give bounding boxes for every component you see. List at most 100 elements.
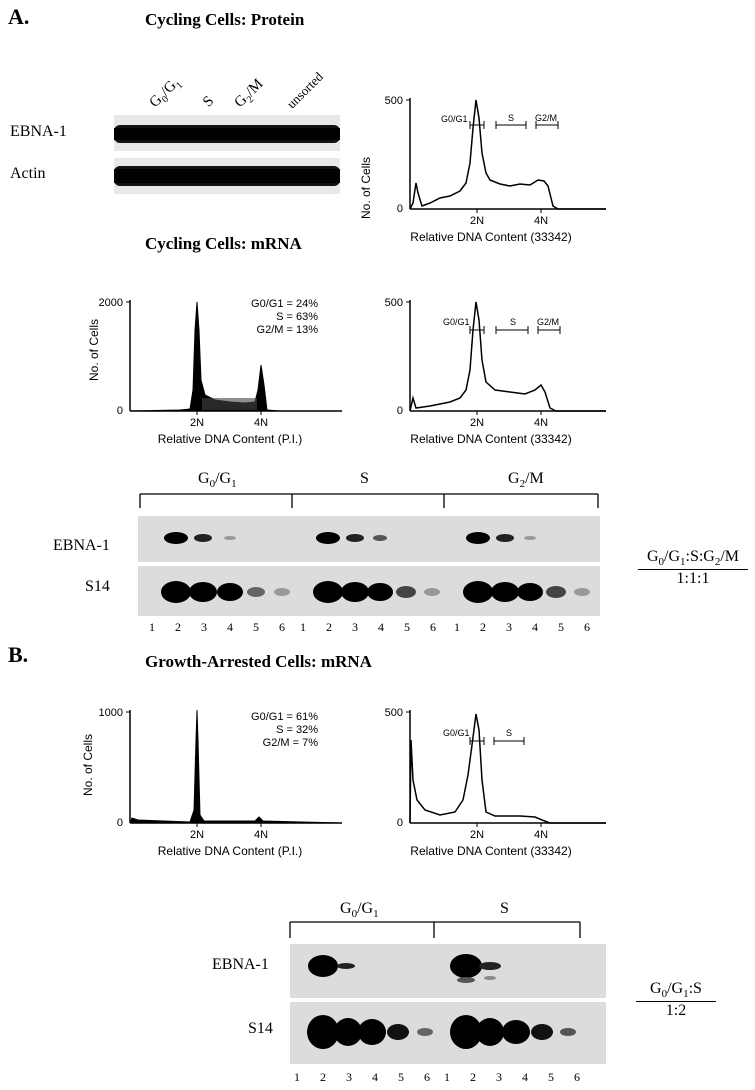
lane-number: 5 bbox=[558, 620, 564, 634]
lane-header-unsorted: unsorted bbox=[283, 69, 326, 112]
lane-number: 1 bbox=[149, 620, 155, 634]
lane-number: 3 bbox=[201, 620, 207, 634]
x-tick-2n: 2N bbox=[470, 215, 484, 227]
gate-label-g0g1: G0/G1 bbox=[443, 728, 470, 738]
y-tick-min: 0 bbox=[117, 817, 123, 829]
panel-a-label: A. bbox=[8, 4, 30, 29]
lane-number: 6 bbox=[574, 1070, 580, 1084]
northern-a-lane-numbers: 1 2 3 4 5 6 1 2 3 4 5 6 1 2 3 4 5 6 bbox=[145, 620, 605, 636]
stat-g0g1: G0/G1 = 24% bbox=[251, 298, 318, 310]
lane-number: 1 bbox=[454, 620, 460, 634]
x-tick-2n: 2N bbox=[470, 417, 484, 429]
lane-number: 4 bbox=[227, 620, 233, 634]
growth-arrested-title: Growth-Arrested Cells: mRNA bbox=[145, 652, 372, 671]
stat-s: S = 63% bbox=[276, 311, 318, 323]
lane-number: 3 bbox=[506, 620, 512, 634]
y-axis-label: No. of Cells bbox=[81, 734, 95, 796]
lane-number: 5 bbox=[398, 1070, 404, 1084]
ratio-a-bottom: 1:1:1 bbox=[676, 570, 710, 588]
y-axis-label: No. of Cells bbox=[360, 157, 373, 219]
lane-number: 4 bbox=[522, 1070, 528, 1084]
y-tick-min: 0 bbox=[397, 405, 403, 417]
hist-pi-arrested: No. of Cells 1000 0 G0/G1 = 61% S = 32% … bbox=[81, 707, 343, 858]
x-axis-label: Relative DNA Content (33342) bbox=[410, 230, 571, 244]
hist-33342-top: No. of Cells 500 0 G0/G1 S G2/M 2N 4N Re… bbox=[360, 95, 606, 244]
hist-33342-arrested: 500 0 G0/G1 S 2N 4N Relative DNA Content… bbox=[385, 707, 606, 858]
y-tick-max: 1000 bbox=[99, 707, 123, 719]
lane-number: 5 bbox=[253, 620, 259, 634]
northern-b-row-ebna1: EBNA-1 bbox=[212, 956, 269, 973]
ratio-a-top: G0/G1:S:G2/M bbox=[638, 548, 748, 571]
northern-b-bracket bbox=[289, 921, 581, 938]
lane-number: 3 bbox=[496, 1070, 502, 1084]
northern-b-lane-numbers: 1 2 3 4 5 6 1 2 3 4 5 6 bbox=[290, 1070, 610, 1086]
lane-number: 2 bbox=[480, 620, 486, 634]
lane-number: 1 bbox=[300, 620, 306, 634]
northern-b-group-g0g1: G0/G1 bbox=[340, 900, 379, 921]
x-tick-2n: 2N bbox=[190, 829, 204, 841]
x-tick-2n: 2N bbox=[470, 829, 484, 841]
x-axis-label: Relative DNA Content (33342) bbox=[410, 432, 571, 446]
ratio-b: G0/G1:S 1:2 bbox=[636, 980, 716, 1020]
hist-pi-cycling: No. of Cells 2000 0 G0/G1 = 24% S = 63% … bbox=[87, 297, 342, 446]
gate-label-s: S bbox=[506, 728, 512, 738]
gate-label-g0g1: G0/G1 bbox=[441, 114, 468, 124]
x-tick-4n: 4N bbox=[534, 417, 548, 429]
x-axis-label: Relative DNA Content (P.I.) bbox=[158, 432, 303, 446]
northern-a-blot bbox=[138, 516, 600, 616]
lane-number: 3 bbox=[346, 1070, 352, 1084]
x-tick-4n: 4N bbox=[254, 829, 268, 841]
northern-b-row-s14: S14 bbox=[248, 1020, 273, 1037]
x-axis-label: Relative DNA Content (P.I.) bbox=[158, 844, 303, 858]
y-axis-label: No. of Cells bbox=[87, 319, 101, 381]
ratio-b-top: G0/G1:S bbox=[636, 980, 716, 1003]
lane-number: 2 bbox=[175, 620, 181, 634]
x-tick-2n: 2N bbox=[190, 417, 204, 429]
northern-b-blot bbox=[290, 944, 606, 1064]
lane-number: 2 bbox=[320, 1070, 326, 1084]
gate-label-g2m: G2/M bbox=[537, 317, 559, 327]
lane-number: 6 bbox=[430, 620, 436, 634]
northern-a-group-g2m: G2/M bbox=[508, 470, 544, 491]
ratio-a: G0/G1:S:G2/M 1:1:1 bbox=[638, 548, 748, 588]
lane-number: 6 bbox=[424, 1070, 430, 1084]
gate-label-s: S bbox=[508, 113, 514, 123]
western-row-ebna1: EBNA-1 bbox=[10, 123, 67, 140]
stat-s: S = 32% bbox=[276, 724, 318, 736]
northern-a-bracket bbox=[139, 493, 599, 508]
gate-label-s: S bbox=[510, 317, 516, 327]
stat-g2m: G2/M = 13% bbox=[257, 324, 319, 336]
protein-title: Cycling Cells: Protein bbox=[145, 10, 305, 29]
lane-number: 5 bbox=[404, 620, 410, 634]
northern-b-group-s: S bbox=[500, 900, 509, 917]
gate-label-g2m: G2/M bbox=[535, 113, 557, 123]
lane-number: 1 bbox=[294, 1070, 300, 1084]
lane-number: 4 bbox=[532, 620, 538, 634]
lane-header-g2m: G2/M bbox=[231, 75, 267, 111]
y-tick-min: 0 bbox=[117, 405, 123, 417]
lane-number: 4 bbox=[378, 620, 384, 634]
western-row-actin: Actin bbox=[10, 165, 46, 182]
x-axis-label: Relative DNA Content (33342) bbox=[410, 844, 571, 858]
gate-label-g0g1: G0/G1 bbox=[443, 317, 470, 327]
lane-number: 4 bbox=[372, 1070, 378, 1084]
y-tick-max: 500 bbox=[385, 95, 403, 107]
x-tick-4n: 4N bbox=[534, 829, 548, 841]
stat-g2m: G2/M = 7% bbox=[263, 737, 319, 749]
lane-number: 1 bbox=[444, 1070, 450, 1084]
northern-a-group-s: S bbox=[360, 470, 369, 487]
lane-number: 6 bbox=[279, 620, 285, 634]
lane-number: 5 bbox=[548, 1070, 554, 1084]
western-blot-actin bbox=[114, 158, 340, 194]
lane-header-s: S bbox=[199, 93, 218, 111]
x-tick-4n: 4N bbox=[534, 215, 548, 227]
x-tick-4n: 4N bbox=[254, 417, 268, 429]
y-tick-max: 2000 bbox=[99, 297, 123, 309]
lane-header-g0g1: G0/G1 bbox=[146, 77, 186, 111]
y-tick-min: 0 bbox=[397, 817, 403, 829]
lane-number: 3 bbox=[352, 620, 358, 634]
northern-a-row-ebna1: EBNA-1 bbox=[53, 537, 110, 554]
y-tick-max: 500 bbox=[385, 297, 403, 309]
y-tick-max: 500 bbox=[385, 707, 403, 719]
western-blot-ebna1 bbox=[114, 115, 340, 151]
